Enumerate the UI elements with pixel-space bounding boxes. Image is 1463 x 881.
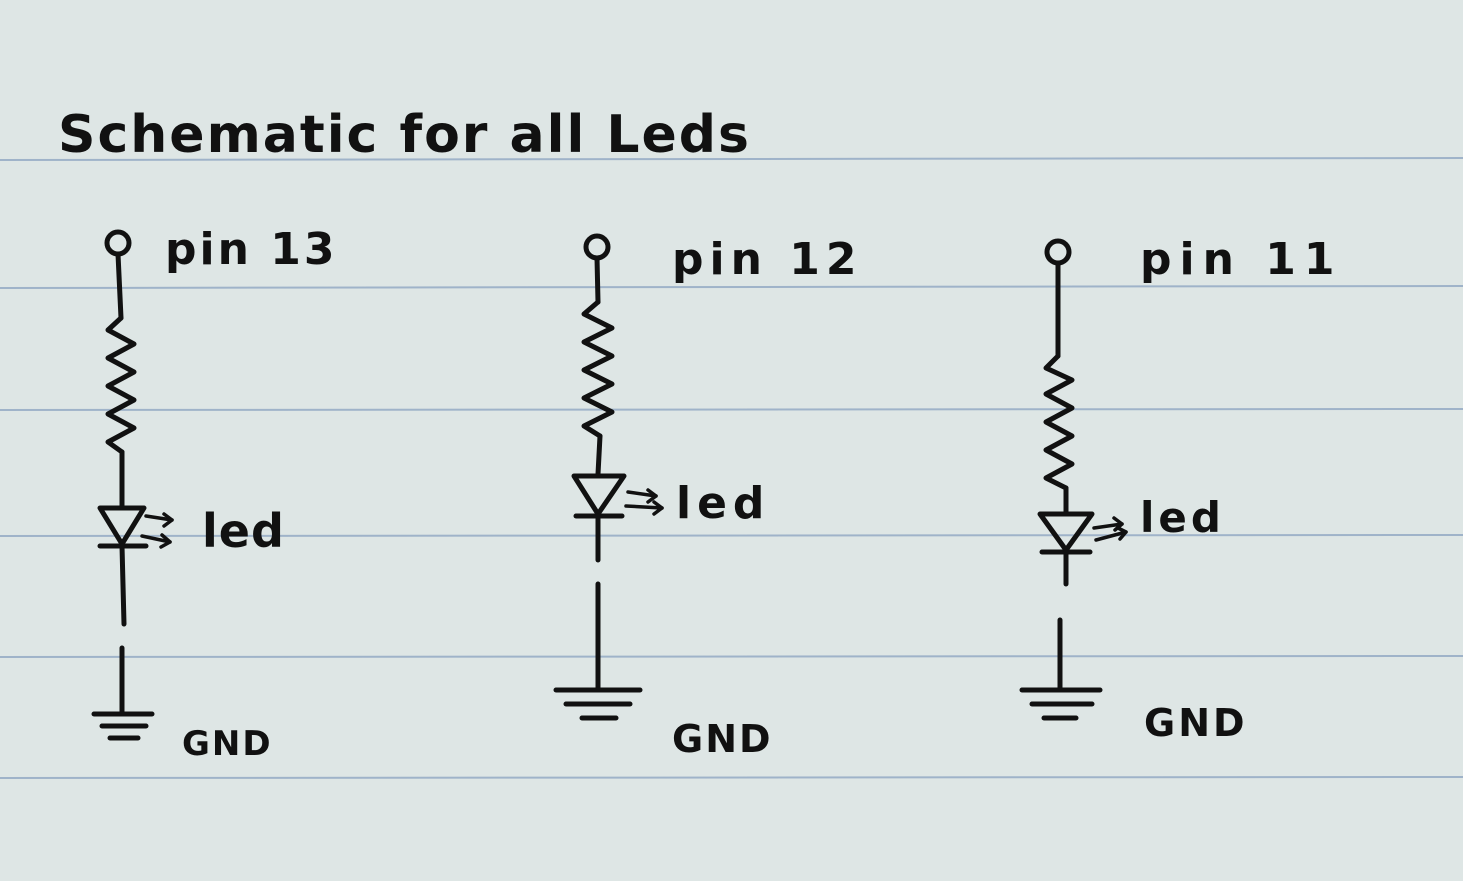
led-label: led — [676, 478, 770, 529]
led-diode-icon — [1037, 511, 1095, 553]
ground-icon — [91, 711, 155, 741]
led-label: led — [1140, 493, 1225, 542]
wire — [115, 251, 124, 321]
circuit-pin-12 — [553, 233, 664, 721]
circuit-pin-11 — [1019, 238, 1128, 721]
ground-label: GND — [672, 717, 773, 761]
light-emission-arrows-icon — [624, 488, 664, 516]
pin-label: pin 11 — [1140, 234, 1342, 285]
page-title: Schematic for all Leds — [58, 105, 751, 165]
pin-label: pin 13 — [165, 224, 337, 275]
resistor-icon — [1043, 353, 1075, 491]
light-emission-arrows-icon — [1092, 516, 1128, 542]
led-diode-icon — [571, 473, 627, 517]
ruled-line — [0, 775, 1463, 779]
led-label: led — [202, 504, 285, 558]
ground-label: GND — [182, 724, 273, 764]
ground-label: GND — [1144, 701, 1248, 745]
circuit-pin-13 — [91, 229, 174, 741]
wire — [119, 543, 127, 627]
ground-icon — [1019, 687, 1103, 721]
resistor-icon — [581, 299, 615, 439]
resistor-icon — [105, 315, 137, 455]
ground-icon — [553, 687, 643, 721]
led-diode-icon — [97, 505, 147, 547]
wire — [595, 433, 603, 477]
light-emission-arrows-icon — [140, 512, 174, 549]
pin-label: pin 12 — [672, 234, 862, 285]
wire — [594, 255, 601, 305]
